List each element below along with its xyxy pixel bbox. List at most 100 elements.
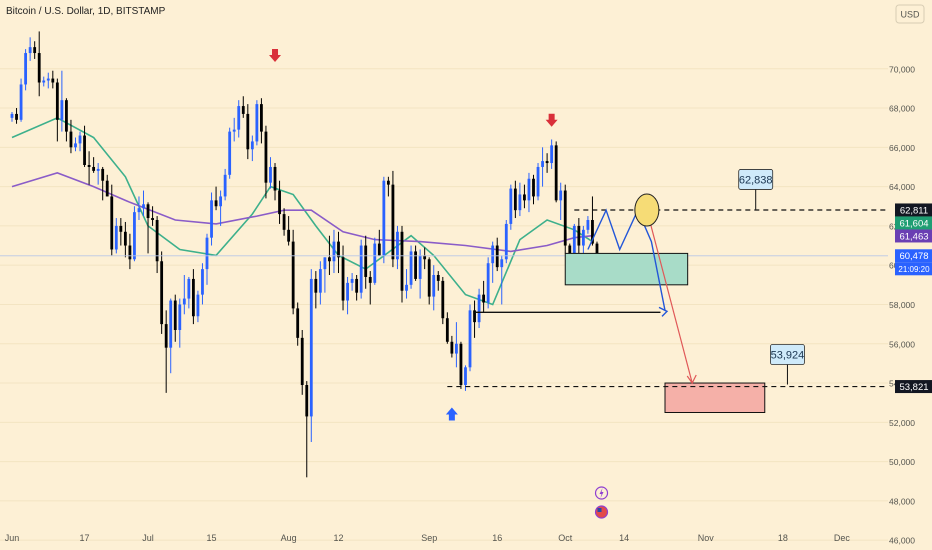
candle-body [473, 310, 476, 323]
candle-body [445, 318, 449, 342]
flag-canton [597, 508, 602, 512]
candle-body [187, 278, 191, 299]
callout-box [738, 169, 774, 190]
candle-body [241, 106, 245, 114]
x-tick-label: Jul [142, 533, 154, 543]
price-tags: 62,811 61,604 61,463 60,478 21:09:20 53,821 [895, 203, 932, 394]
candle-body [396, 231, 399, 260]
candle-body [581, 229, 585, 246]
candle-body [595, 243, 599, 256]
candle-body [128, 245, 132, 260]
candle-body [377, 243, 381, 256]
x-tick-label: 14 [619, 533, 629, 543]
time-axis[interactable]: Jun 17 Jul 15 Aug 12 Sep 16 Oct 14 Nov 18 Dec [5, 533, 851, 543]
y-tick-label: 64,000 [889, 182, 915, 192]
highlight-circle [634, 193, 660, 227]
candle-body [210, 200, 213, 238]
candle-body [328, 257, 331, 262]
target-arrowhead [686, 374, 697, 385]
candle-body [219, 196, 223, 207]
sell-signal-arrow [545, 113, 558, 127]
candle-body [287, 229, 291, 242]
candle-body [346, 282, 349, 301]
x-tick-label: Sep [421, 533, 437, 543]
candle-body [368, 276, 372, 283]
candle-body [305, 385, 309, 417]
x-tick-label: 15 [207, 533, 217, 543]
candle-body [260, 104, 263, 132]
candle-body [513, 188, 517, 211]
candle-body [105, 180, 109, 197]
candle-body [142, 204, 145, 209]
chart-title: Bitcoin / U.S. Dollar, 1D, BITSTAMP [6, 6, 166, 17]
candle-body [146, 204, 150, 219]
price-tag [895, 203, 932, 217]
candle-body [509, 188, 513, 224]
sell-signal-arrow [269, 48, 282, 62]
candle-body [468, 310, 472, 368]
y-tick-label: 50,000 [889, 457, 915, 467]
candle-body [300, 337, 304, 385]
candle-body [237, 106, 241, 130]
candle-body [536, 166, 540, 197]
target-zone [664, 382, 766, 413]
price-tag [895, 380, 932, 394]
buy-signal-arrow [445, 407, 458, 421]
candle-body [495, 245, 499, 268]
candle-body [164, 324, 168, 348]
candle-body [269, 166, 272, 183]
candle-body [119, 225, 123, 232]
candle-body [550, 145, 554, 164]
candle-body [455, 343, 458, 354]
y-tick-label: 56,000 [889, 339, 915, 349]
candle-body [355, 278, 359, 293]
candle-body [491, 245, 495, 264]
price-tag-label: 62,811 [900, 205, 928, 216]
price-tag [895, 262, 932, 276]
candle-body [246, 113, 250, 150]
candle-body [42, 80, 46, 83]
candle-body [291, 241, 295, 309]
candle-body [441, 280, 445, 319]
candle-body [523, 194, 526, 201]
candle-body [373, 243, 377, 283]
candle-body [264, 131, 268, 183]
candle-body [232, 129, 236, 132]
x-tick-label: Nov [698, 533, 715, 543]
candle-body [51, 78, 55, 83]
candle-body [160, 261, 164, 325]
y-tick-label: 58,000 [889, 300, 915, 310]
candle-body [464, 367, 467, 385]
candle-body [28, 47, 32, 54]
currency-label: USD [900, 10, 920, 20]
candle-body [541, 161, 544, 167]
candle-body [450, 341, 454, 354]
x-tick-label: 17 [80, 533, 90, 543]
candle-body [114, 225, 118, 250]
candle-body [482, 294, 486, 303]
x-tick-label: Oct [558, 533, 573, 543]
candle-body [359, 245, 363, 293]
y-tick-label: 46,000 [889, 536, 915, 546]
zigzag-projection [587, 208, 666, 311]
x-tick-label: 18 [778, 533, 788, 543]
y-tick-label: 48,000 [889, 496, 915, 506]
candle-body [572, 225, 576, 254]
candle-body [337, 241, 340, 258]
candle-body [78, 135, 82, 144]
candle-body [591, 220, 594, 244]
candle-body [400, 231, 404, 291]
moving-average-line [11, 117, 593, 306]
drawings: 62,838 53,924 [0, 48, 888, 519]
candle-body [554, 145, 558, 201]
x-tick-label: 16 [492, 533, 502, 543]
callout-box [770, 344, 805, 365]
candle-body [151, 218, 154, 220]
candle-body [436, 275, 440, 281]
currency-button[interactable]: USD [895, 4, 925, 24]
candle-body [182, 298, 186, 305]
price-tag [895, 249, 932, 263]
candle-body [133, 212, 136, 260]
